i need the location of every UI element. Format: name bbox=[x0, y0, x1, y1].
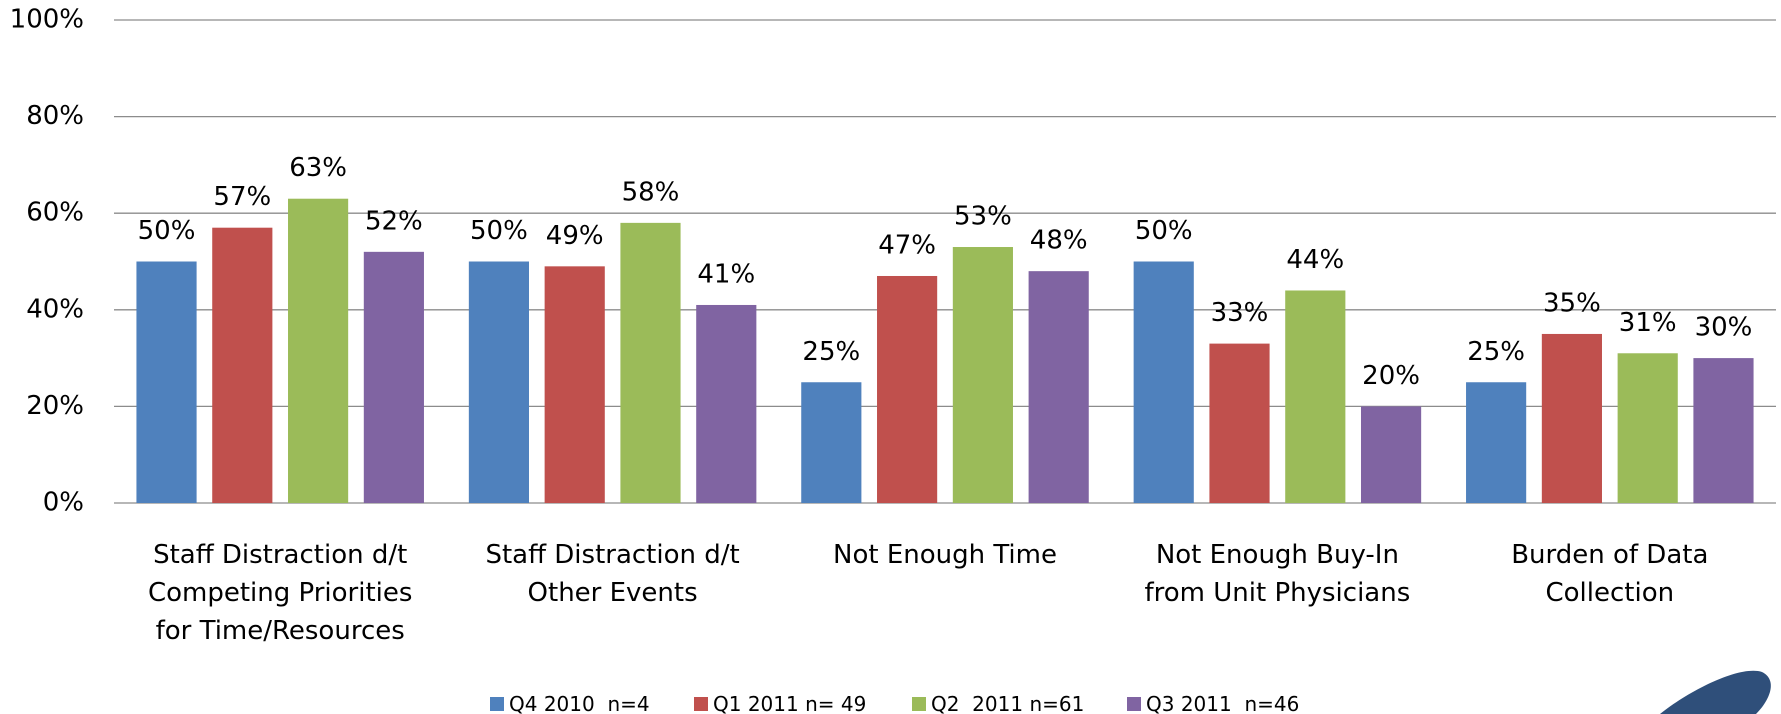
legend-label: Q4 2010 n=4 bbox=[509, 692, 650, 714]
legend-label: Q3 2011 n=46 bbox=[1146, 692, 1300, 714]
bar bbox=[1285, 290, 1346, 503]
legend-item: Q2 2011 n=61 bbox=[912, 692, 1084, 714]
data-label: 20% bbox=[1362, 361, 1420, 391]
bar bbox=[1693, 358, 1754, 503]
bar bbox=[363, 251, 424, 503]
y-tick-label: 100% bbox=[10, 5, 84, 35]
bar bbox=[1209, 343, 1270, 503]
data-label: 63% bbox=[289, 153, 347, 183]
bar bbox=[801, 382, 862, 503]
data-label: 50% bbox=[138, 216, 196, 246]
data-label: 30% bbox=[1695, 313, 1753, 343]
bar bbox=[136, 261, 197, 503]
x-tick-label: Staff Distraction d/t Competing Prioriti… bbox=[147, 540, 413, 646]
data-label: 57% bbox=[213, 182, 271, 212]
bar bbox=[1133, 261, 1194, 503]
bar bbox=[877, 275, 938, 503]
data-label: 50% bbox=[470, 216, 528, 246]
bar bbox=[544, 266, 605, 503]
data-label: 48% bbox=[1030, 226, 1088, 256]
bar bbox=[212, 227, 273, 503]
x-tick-label: Not Enough Time bbox=[833, 540, 1057, 570]
legend-item: Q3 2011 n=46 bbox=[1127, 692, 1299, 714]
legend-swatch bbox=[694, 697, 708, 711]
legend-label: Q1 2011 n= 49 bbox=[713, 692, 867, 714]
y-tick-label: 80% bbox=[26, 101, 84, 131]
data-label: 25% bbox=[802, 337, 860, 367]
y-tick-label: 40% bbox=[26, 294, 84, 324]
bar bbox=[1360, 406, 1422, 503]
bar bbox=[952, 247, 1013, 503]
legend-swatch bbox=[490, 697, 504, 711]
legend-swatch bbox=[1127, 697, 1141, 711]
data-label: 31% bbox=[1619, 308, 1677, 338]
data-label: 35% bbox=[1543, 288, 1601, 318]
x-tick-label: Staff Distraction d/t Other Events bbox=[485, 540, 740, 608]
x-tick-label: Burden of Data Collection bbox=[1511, 540, 1709, 608]
y-tick-label: 60% bbox=[26, 198, 84, 228]
data-label: 53% bbox=[954, 202, 1012, 232]
data-label: 50% bbox=[1135, 216, 1193, 246]
bar bbox=[1466, 382, 1527, 503]
legend-label: Q2 2011 n=61 bbox=[931, 692, 1085, 714]
x-tick-label: Not Enough Buy-In from Unit Physicians bbox=[1144, 540, 1411, 608]
bar bbox=[696, 304, 757, 503]
y-tick-label: 20% bbox=[26, 391, 84, 421]
bar bbox=[468, 261, 530, 503]
data-label: 47% bbox=[878, 230, 936, 260]
data-label: 44% bbox=[1286, 245, 1344, 275]
legend-item: Q4 2010 n=4 bbox=[490, 692, 650, 714]
logo-shape bbox=[1660, 670, 1771, 714]
bar bbox=[1617, 353, 1678, 503]
bar bbox=[1541, 333, 1602, 503]
data-label: 58% bbox=[622, 177, 680, 207]
data-label: 25% bbox=[1467, 337, 1525, 367]
data-label: 52% bbox=[365, 206, 423, 236]
data-label: 33% bbox=[1211, 298, 1269, 328]
y-tick-label: 0% bbox=[43, 488, 84, 518]
bar bbox=[1028, 271, 1089, 503]
bar bbox=[288, 198, 349, 503]
legend-swatch bbox=[912, 697, 926, 711]
legend-item: Q1 2011 n= 49 bbox=[694, 692, 866, 714]
bar bbox=[620, 222, 681, 504]
data-label: 49% bbox=[546, 221, 604, 251]
data-label: 41% bbox=[697, 259, 755, 289]
